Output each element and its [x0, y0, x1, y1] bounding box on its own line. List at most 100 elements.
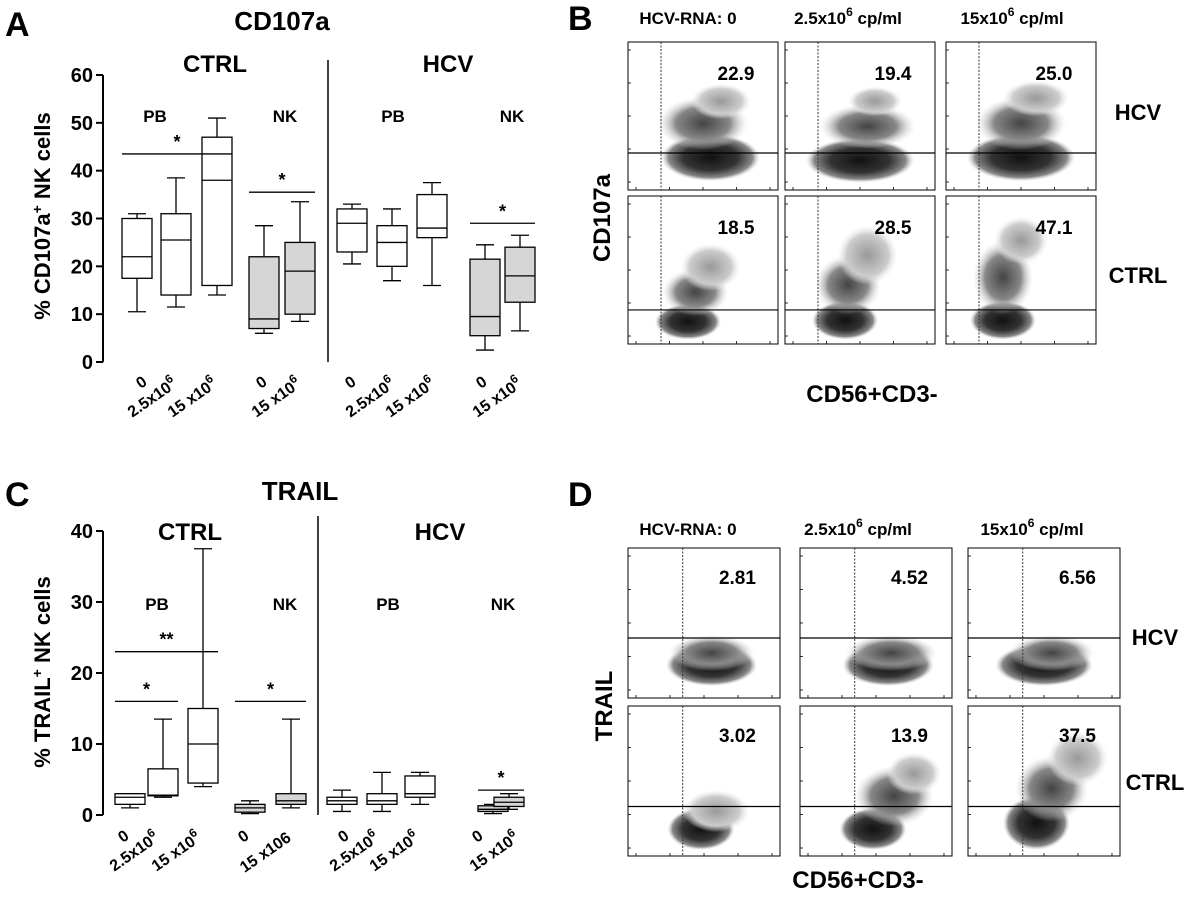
cell-population-density — [967, 133, 1075, 182]
significance-star: * — [499, 201, 506, 221]
box-body — [376, 225, 408, 267]
y-tick-label: 10 — [71, 734, 93, 756]
box-0 — [121, 213, 153, 313]
y-axis-label: % TRAIL+ NK cells — [29, 576, 55, 768]
flow-grid: HCV-RNA: 0 2.5x106 cp/ml 15x106 cp/mlHCVCT… — [627, 5, 1168, 345]
x-tick-label: 15 x106 — [146, 825, 204, 875]
cell-population-density — [845, 635, 937, 671]
header-exponent: 6 — [846, 5, 853, 19]
subgroup-label: NK — [273, 107, 298, 126]
significance-star: * — [497, 768, 504, 788]
box-1 — [147, 718, 179, 798]
x-tick-text: 0 — [335, 827, 352, 846]
significance-star: * — [143, 679, 150, 699]
header-base: 15x10 — [960, 9, 1007, 28]
group-label: HCV — [423, 51, 474, 78]
dot-plot: 6.56 — [967, 547, 1121, 699]
header-unit: cp/ml — [863, 520, 912, 539]
dot-plot: 4.52 — [799, 547, 953, 699]
x-tick-text: 0 — [133, 373, 150, 392]
y-tick-label: 20 — [71, 663, 93, 685]
cell-population-density — [1009, 635, 1095, 671]
x-tick-text: 0 — [253, 373, 270, 392]
significance-star: * — [278, 170, 285, 190]
dot-plot: 22.9 — [627, 41, 779, 191]
panel-d: D TRAIL CD56+CD3- HCV-RNA: 0 2.5x106 cp/m… — [568, 476, 1184, 894]
box-4 — [275, 718, 307, 809]
cell-population-density — [848, 86, 902, 116]
header-unit: cp/ml — [1014, 9, 1063, 28]
x-tick-label: 0 — [133, 373, 150, 392]
group-label: HCV — [415, 519, 466, 546]
box-body — [404, 775, 436, 798]
x-tick-text: 2.5x10 — [327, 833, 377, 875]
quadrant-percentage: 47.1 — [1036, 218, 1073, 239]
box-body — [121, 217, 153, 279]
quadrant-percentage: 37.5 — [1059, 726, 1096, 747]
dot-plot: 47.1 — [945, 195, 1097, 345]
subgroup-label: NK — [273, 595, 298, 614]
box-2 — [187, 548, 219, 788]
x-tick-text: 0 — [469, 827, 486, 846]
row-label: CTRL — [1109, 263, 1168, 288]
column-header: 15x106 cp/ml — [980, 516, 1083, 539]
x-tick-text: 2.5x10 — [125, 379, 175, 421]
cell-population-density — [1003, 80, 1069, 116]
box-3 — [248, 225, 280, 334]
flow-y-axis-label: TRAIL — [591, 671, 618, 742]
panel-title: TRAIL — [262, 476, 339, 506]
box-body — [160, 213, 192, 296]
x-tick-label: 0 — [253, 373, 270, 392]
box-6 — [376, 208, 408, 282]
y-tick-label: 0 — [82, 805, 93, 827]
x-tick-text: 0 — [115, 827, 132, 846]
panel-letter: C — [5, 476, 30, 514]
box-3 — [234, 800, 266, 815]
dot-plot: 2.81 — [627, 547, 781, 699]
flow-y-axis-label: CD107a — [589, 173, 616, 262]
box-body — [416, 193, 448, 239]
box-body — [147, 768, 179, 797]
cell-population-density — [691, 83, 751, 119]
x-tick-label: 0 — [473, 373, 490, 392]
header-unit: cp/ml — [853, 9, 902, 28]
quadrant-percentage: 25.0 — [1036, 64, 1073, 85]
box-body — [201, 136, 233, 287]
dot-plot: 3.02 — [627, 705, 781, 857]
x-tick-text: 15 x10 — [149, 833, 199, 875]
cell-population-density — [680, 243, 741, 291]
significance-star: * — [267, 679, 274, 699]
cell-population-density — [669, 635, 755, 671]
header-unit: cp/ml — [1034, 520, 1083, 539]
box-7 — [416, 181, 448, 287]
quadrant-percentage: 2.81 — [719, 568, 756, 589]
y-tick-label: 30 — [71, 592, 93, 614]
header-exponent: 6 — [856, 516, 863, 530]
cell-population-density — [819, 104, 916, 149]
box-9 — [493, 793, 525, 810]
box-body — [477, 805, 509, 813]
subgroup-label: PB — [145, 595, 169, 614]
dot-plot: 13.9 — [799, 705, 953, 857]
significance-star: ** — [159, 630, 173, 650]
header-base: 2.5x10 — [804, 520, 856, 539]
x-tick-text: 0 — [473, 373, 490, 392]
x-tick-text: 15 x10 — [367, 833, 417, 875]
x-tick-label: 0 — [235, 827, 252, 846]
box-body — [248, 256, 280, 330]
x-tick-text: 0 — [342, 373, 359, 392]
quadrant-percentage: 13.9 — [891, 726, 928, 747]
panel-letter: B — [568, 0, 593, 38]
box-body — [336, 208, 368, 253]
subgroup-label: NK — [491, 595, 516, 614]
box-body — [284, 241, 316, 315]
dot-plot: 25.0 — [945, 41, 1097, 191]
subgroup-label: PB — [143, 107, 167, 126]
column-header: HCV-RNA: 0 — [639, 520, 736, 539]
y-tick-label: 20 — [71, 256, 93, 278]
box-body — [114, 793, 146, 806]
y-tick-label: 30 — [71, 209, 93, 231]
x-tick-text: 15 x10 — [383, 379, 433, 421]
x-tick-text: 0 — [235, 827, 252, 846]
